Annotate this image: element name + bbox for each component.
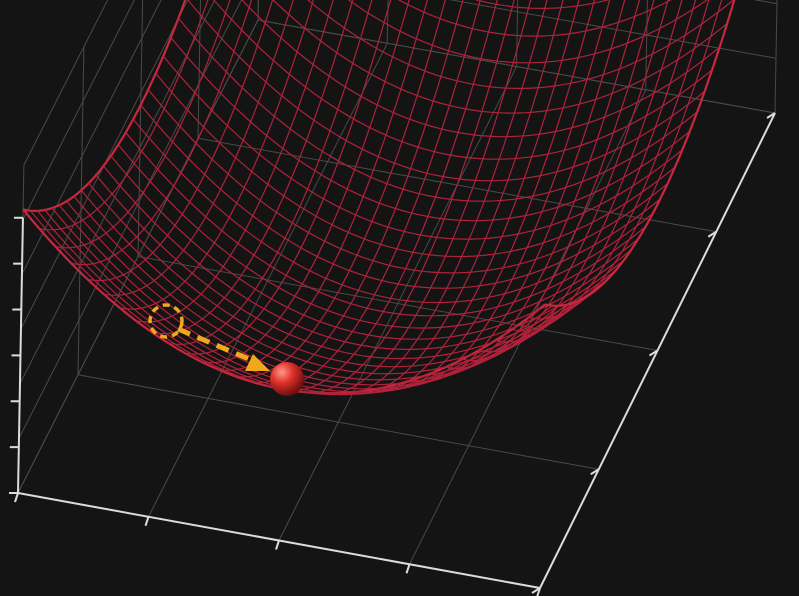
gradient-step-annotation: [148, 303, 304, 396]
surface-mesh-line: [55, 0, 231, 249]
surface-mesh-line: [297, 0, 515, 394]
wireframe-surface: [22, 0, 736, 396]
surface-mesh-line: [140, 104, 661, 289]
surface-mesh-line: [307, 0, 735, 90]
left-wall-grid-line: [19, 0, 216, 384]
surface-mesh-line: [330, 0, 548, 396]
y-axis-tick: [648, 349, 659, 357]
surface-mesh-line: [346, 0, 564, 395]
y-axis-tick: [707, 230, 717, 238]
background-grid: [17, 0, 778, 589]
step-arrow-head-icon: [245, 354, 270, 371]
back-wall-grid-line: [753, 0, 778, 5]
left-wall-grid-line: [20, 0, 189, 330]
surface-mesh-line: [397, 0, 672, 37]
surface-edge-line: [544, 0, 736, 307]
surface-mesh-line: [71, 0, 253, 266]
surface-mesh-line: [511, 0, 710, 332]
surface-mesh-line: [478, 0, 683, 353]
y-axis-tick: [766, 112, 776, 119]
surface-mesh-line: [241, 0, 720, 138]
surface-mesh-line: [147, 89, 668, 274]
surface-mesh-line: [178, 17, 698, 202]
left-wall-grid-line: [21, 0, 162, 275]
y-axis-tick: [590, 468, 600, 476]
start-position-dashed-circle-icon: [148, 303, 184, 339]
surface-mesh-line: [347, 0, 708, 64]
back-wall-grid-line: [449, 0, 777, 59]
surface-mesh-line: [396, 0, 611, 387]
surface-mesh-line: [314, 0, 532, 395]
x-axis-tick: [275, 540, 280, 550]
surface-mesh-line: [474, 0, 610, 10]
x-axis-tick: [144, 516, 150, 527]
x-axis-tick: [405, 563, 411, 574]
step-arrow-shaft: [177, 326, 257, 365]
x-axis-tick: [14, 492, 19, 503]
surface-mesh-line: [248, 0, 464, 384]
left-wall-grid-line: [18, 0, 242, 439]
ball-icon: [270, 362, 304, 396]
surface-mesh-line: [162, 55, 683, 240]
surface-mesh-line: [155, 73, 676, 258]
surface-mesh-line: [495, 0, 697, 343]
back-wall-grid-line: [774, 0, 778, 114]
surface-mesh-line: [462, 0, 669, 362]
surface-mesh-line: [272, 0, 728, 114]
floor-grid-line: [257, 19, 776, 114]
surface-mesh-line: [187, 0, 705, 182]
surface-edge-line: [22, 0, 187, 213]
surface-mesh-line: [445, 0, 655, 370]
surface-mesh-line: [73, 195, 596, 381]
floor-grid-line: [137, 256, 658, 351]
surface-mesh-line: [379, 0, 596, 391]
axes: [9, 112, 776, 596]
surface-mesh-line: [528, 0, 723, 320]
surface-mesh-line: [213, 0, 713, 160]
y-axis-tick: [531, 587, 541, 594]
left-wall-grid-line: [22, 0, 135, 220]
left-wall-grid-line: [23, 0, 109, 166]
surface-mesh-line: [429, 0, 641, 376]
surface-mesh-line: [170, 37, 691, 222]
